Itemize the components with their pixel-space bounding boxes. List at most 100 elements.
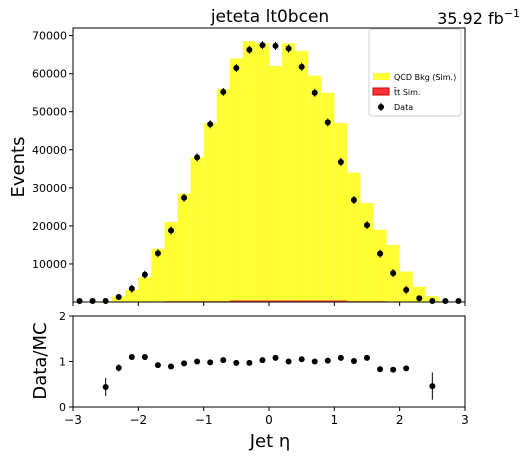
data-point — [233, 64, 240, 71]
data-point — [220, 88, 227, 95]
y-tick-label: 10000 — [32, 258, 67, 271]
legend-item-qcd-swatch — [373, 73, 389, 80]
ratio-point — [285, 358, 292, 365]
qcd-bar — [203, 123, 217, 302]
data-point — [207, 121, 214, 128]
ratio-point — [168, 363, 174, 370]
qcd-bar — [177, 193, 191, 302]
qcd-bar — [347, 172, 361, 302]
data-point — [337, 158, 344, 165]
data-point — [350, 197, 357, 204]
data-point — [181, 194, 188, 201]
x-tick-label: 1 — [331, 413, 339, 427]
qcd-bar — [334, 123, 348, 302]
x-tick-label: 2 — [396, 413, 404, 427]
data-point — [89, 298, 96, 304]
ttbar-bar — [229, 300, 243, 302]
ratio-y-tick-label: 0 — [59, 401, 66, 414]
x-axis-label: Jet η — [249, 431, 291, 452]
ratio-point — [194, 358, 201, 365]
ratio-point — [233, 359, 240, 366]
ratio-plot: 0 1 2 −3 −2 −1 0 1 2 3 — [59, 310, 469, 427]
qcd-bar — [138, 277, 152, 302]
main-plot: 10000 20000 30000 40000 50000 60000 70000 QCD B… — [32, 27, 466, 306]
data-point — [115, 294, 122, 301]
qcd-bar — [269, 66, 283, 302]
qcd-bar — [164, 222, 178, 302]
ttbar-bar — [269, 300, 283, 302]
y-tick-label: 30000 — [32, 182, 67, 195]
legend-item-data-marker — [378, 104, 384, 110]
ratio-point — [337, 354, 344, 361]
ttbar-bar — [255, 300, 269, 302]
ratio-point — [154, 362, 161, 369]
data-point — [141, 271, 148, 278]
data-point — [128, 285, 135, 292]
y-axis-label-ratio: Data/MC — [30, 322, 51, 399]
x-tick-label: −1 — [195, 413, 213, 427]
ttbar-bar — [334, 300, 348, 302]
ratio-point — [350, 358, 357, 365]
ratio-y-tick-label: 1 — [59, 356, 66, 369]
ratio-point — [298, 356, 305, 363]
qcd-bar — [242, 41, 256, 302]
qcd-bar — [125, 289, 139, 302]
ratio-point — [115, 364, 122, 371]
ratio-point — [377, 366, 384, 373]
x-tick-label: 0 — [265, 413, 273, 427]
qcd-bar — [308, 75, 322, 302]
data-point — [416, 295, 423, 302]
qcd-bar — [282, 43, 296, 302]
data-point — [246, 46, 253, 53]
data-point — [259, 42, 266, 49]
qcd-bar — [190, 157, 204, 302]
data-point — [285, 45, 292, 52]
y-tick-label: 70000 — [32, 30, 67, 43]
data-point — [311, 89, 318, 96]
y-tick-label: 20000 — [32, 220, 67, 233]
ratio-point — [429, 383, 436, 390]
x-tick-label: −2 — [129, 413, 147, 427]
luminosity-label: 35.92 fb−1 — [437, 7, 520, 28]
qcd-bar — [229, 58, 243, 302]
data-point — [364, 222, 370, 229]
ratio-point — [390, 366, 397, 373]
ratio-point — [207, 359, 214, 366]
qcd-bar — [373, 229, 387, 302]
x-tick-label: −3 — [64, 413, 82, 427]
y-tick-label: 60000 — [32, 68, 67, 81]
legend-item-ttbar-label: t̄t Sim. — [393, 87, 420, 97]
data-point — [168, 227, 174, 234]
data-point — [390, 270, 397, 277]
luminosity-exponent: −1 — [504, 7, 520, 20]
data-point — [429, 298, 436, 304]
ratio-y-tick-label: 2 — [59, 310, 66, 323]
legend-box — [368, 28, 462, 117]
ttbar-bar — [282, 300, 296, 302]
chart-title: jeteta lt0bcen — [210, 7, 329, 27]
ratio-point — [102, 383, 109, 390]
ratio-point — [128, 353, 135, 360]
luminosity-value: 35.92 fb — [437, 9, 504, 28]
qcd-bar — [255, 43, 269, 302]
ratio-point — [141, 353, 148, 360]
ttbar-bar — [308, 300, 322, 302]
data-point — [324, 119, 331, 126]
data-point — [76, 298, 83, 304]
qcd-bar — [151, 248, 165, 302]
ratio-point — [311, 358, 318, 365]
data-point — [403, 286, 410, 293]
qcd-bar — [321, 92, 335, 302]
x-tick-label: 3 — [461, 413, 469, 427]
data-point — [154, 250, 161, 257]
data-point — [102, 298, 109, 304]
ttbar-bar — [295, 300, 309, 302]
ratio-point — [324, 357, 331, 364]
ratio-point — [246, 359, 253, 366]
qcd-bar — [295, 50, 309, 303]
ratio-point — [259, 357, 266, 364]
qcd-bar — [412, 286, 426, 302]
ttbar-bar — [321, 300, 335, 302]
ratio-point — [220, 357, 227, 364]
